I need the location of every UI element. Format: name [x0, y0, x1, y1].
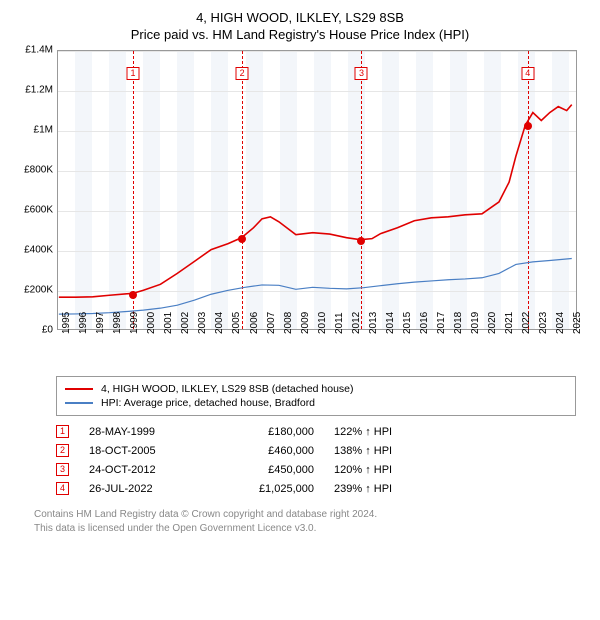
- x-axis-label: 2022: [521, 322, 532, 334]
- page-subtitle: Price paid vs. HM Land Registry's House …: [14, 27, 586, 42]
- x-axis-label: 2012: [351, 322, 362, 334]
- x-axis-label: 2008: [283, 322, 294, 334]
- events-table: 1 28-MAY-1999 £180,000 122% ↑ HPI 2 18-O…: [56, 422, 576, 498]
- y-axis-label: £200K: [13, 285, 53, 296]
- x-axis-label: 2015: [402, 322, 413, 334]
- legend-swatch: [65, 388, 93, 390]
- event-row: 3 24-OCT-2012 £450,000 120% ↑ HPI: [56, 460, 576, 479]
- event-point: [238, 235, 246, 243]
- x-axis-label: 1998: [112, 322, 123, 334]
- footer-line: Contains HM Land Registry data © Crown c…: [34, 508, 586, 522]
- x-axis-label: 1995: [61, 322, 72, 334]
- y-axis-label: £1.4M: [13, 45, 53, 56]
- x-axis-label: 1999: [129, 322, 140, 334]
- legend-label: 4, HIGH WOOD, ILKLEY, LS29 8SB (detached…: [101, 383, 354, 395]
- x-axis-label: 2020: [487, 322, 498, 334]
- event-num-box: 3: [56, 463, 69, 476]
- event-price: £460,000: [214, 445, 314, 457]
- event-marker-box: 4: [521, 67, 534, 80]
- x-axis-label: 2019: [470, 322, 481, 334]
- legend-swatch: [65, 402, 93, 404]
- event-row: 4 26-JUL-2022 £1,025,000 239% ↑ HPI: [56, 479, 576, 498]
- x-axis-label: 2016: [419, 322, 430, 334]
- y-axis-label: £600K: [13, 205, 53, 216]
- x-axis-label: 2002: [180, 322, 191, 334]
- event-date: 18-OCT-2005: [89, 445, 194, 457]
- x-axis-label: 2001: [163, 322, 174, 334]
- chart-container: 4, HIGH WOOD, ILKLEY, LS29 8SB Price pai…: [0, 0, 600, 620]
- x-axis-label: 2013: [368, 322, 379, 334]
- x-axis-label: 2007: [266, 322, 277, 334]
- legend-item: HPI: Average price, detached house, Brad…: [65, 396, 567, 410]
- event-point: [129, 291, 137, 299]
- legend-item: 4, HIGH WOOD, ILKLEY, LS29 8SB (detached…: [65, 382, 567, 396]
- x-axis-label: 2021: [504, 322, 515, 334]
- legend: 4, HIGH WOOD, ILKLEY, LS29 8SB (detached…: [56, 376, 576, 416]
- event-num-box: 4: [56, 482, 69, 495]
- x-axis-label: 2011: [334, 322, 345, 334]
- x-axis-label: 2025: [572, 322, 583, 334]
- x-axis-label: 2003: [197, 322, 208, 334]
- x-axis-label: 2024: [555, 322, 566, 334]
- series-line: [59, 259, 572, 315]
- event-num-box: 1: [56, 425, 69, 438]
- page-title: 4, HIGH WOOD, ILKLEY, LS29 8SB: [14, 10, 586, 25]
- event-marker-box: 3: [355, 67, 368, 80]
- event-row: 1 28-MAY-1999 £180,000 122% ↑ HPI: [56, 422, 576, 441]
- footer: Contains HM Land Registry data © Crown c…: [34, 508, 586, 535]
- event-date: 26-JUL-2022: [89, 483, 194, 495]
- event-point: [524, 122, 532, 130]
- plot-area: 1 2 3 4: [57, 50, 577, 330]
- y-axis-label: £800K: [13, 165, 53, 176]
- chart: 1234 £0£200K£400K£600K£800K£1M£1.2M£1.4M…: [15, 50, 585, 370]
- y-axis-label: £1M: [13, 125, 53, 136]
- y-axis-label: £400K: [13, 245, 53, 256]
- event-pct: 122% ↑ HPI: [334, 426, 444, 438]
- x-axis-label: 1997: [95, 322, 106, 334]
- legend-label: HPI: Average price, detached house, Brad…: [101, 397, 315, 409]
- x-axis-label: 2023: [538, 322, 549, 334]
- x-axis-label: 2018: [453, 322, 464, 334]
- x-axis-label: 2014: [385, 322, 396, 334]
- event-pct: 239% ↑ HPI: [334, 483, 444, 495]
- x-axis-label: 2010: [317, 322, 328, 334]
- y-axis-label: £1.2M: [13, 85, 53, 96]
- x-axis-label: 2004: [214, 322, 225, 334]
- x-axis-label: 2009: [300, 322, 311, 334]
- event-pct: 120% ↑ HPI: [334, 464, 444, 476]
- event-price: £180,000: [214, 426, 314, 438]
- x-axis-label: 2017: [436, 322, 447, 334]
- series-line: [59, 105, 572, 298]
- event-point: [357, 237, 365, 245]
- event-pct: 138% ↑ HPI: [334, 445, 444, 457]
- event-row: 2 18-OCT-2005 £460,000 138% ↑ HPI: [56, 441, 576, 460]
- x-axis-label: 2000: [146, 322, 157, 334]
- event-marker-box: 1: [127, 67, 140, 80]
- line-canvas: [58, 51, 576, 329]
- event-num-box: 2: [56, 444, 69, 457]
- event-date: 24-OCT-2012: [89, 464, 194, 476]
- y-axis-label: £0: [13, 325, 53, 336]
- event-date: 28-MAY-1999: [89, 426, 194, 438]
- event-marker-box: 2: [236, 67, 249, 80]
- event-price: £1,025,000: [214, 483, 314, 495]
- x-axis-label: 2006: [249, 322, 260, 334]
- event-price: £450,000: [214, 464, 314, 476]
- footer-line: This data is licensed under the Open Gov…: [34, 522, 586, 536]
- x-axis-label: 1996: [78, 322, 89, 334]
- x-axis-label: 2005: [231, 322, 242, 334]
